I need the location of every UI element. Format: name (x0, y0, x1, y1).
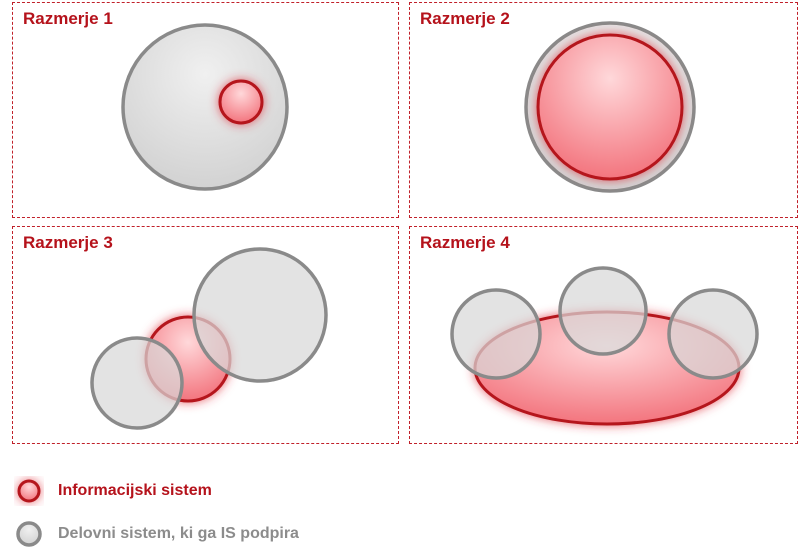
legend-information-system: Informacijski sistem (14, 476, 212, 506)
panel-relationship-2: Razmerje 2 (409, 2, 798, 218)
work-system-circle (667, 288, 759, 380)
work-system-circle (121, 23, 289, 191)
legend-work-system: Delovni sistem, ki ga IS podpira (14, 519, 299, 549)
work-system-circle (450, 288, 542, 380)
information-system-circle (536, 33, 684, 181)
relationship-2-diagram (524, 21, 696, 193)
panel-relationship-4: Razmerje 4 (409, 226, 798, 444)
relationship-3-diagram (90, 247, 328, 430)
work-system-circle (90, 336, 184, 430)
work-system-circle (192, 247, 328, 383)
panel-relationship-1: Razmerje 1 (12, 2, 399, 218)
information-system-circle (218, 79, 264, 125)
panel-title: Razmerje 3 (23, 233, 113, 252)
legend-label: Delovni sistem, ki ga IS podpira (58, 525, 299, 542)
relationship-4-diagram (450, 266, 759, 426)
relationship-1-diagram (121, 23, 289, 191)
work-system-circle (558, 266, 648, 356)
panel-title: Razmerje 2 (420, 9, 510, 28)
legend-label: Informacijski sistem (58, 482, 212, 499)
work-system-legend-icon (16, 521, 42, 547)
information-system-legend-icon (17, 479, 41, 503)
panel-title: Razmerje 1 (23, 9, 113, 28)
panel-relationship-3: Razmerje 3 (12, 226, 399, 444)
panel-title: Razmerje 4 (420, 233, 510, 252)
